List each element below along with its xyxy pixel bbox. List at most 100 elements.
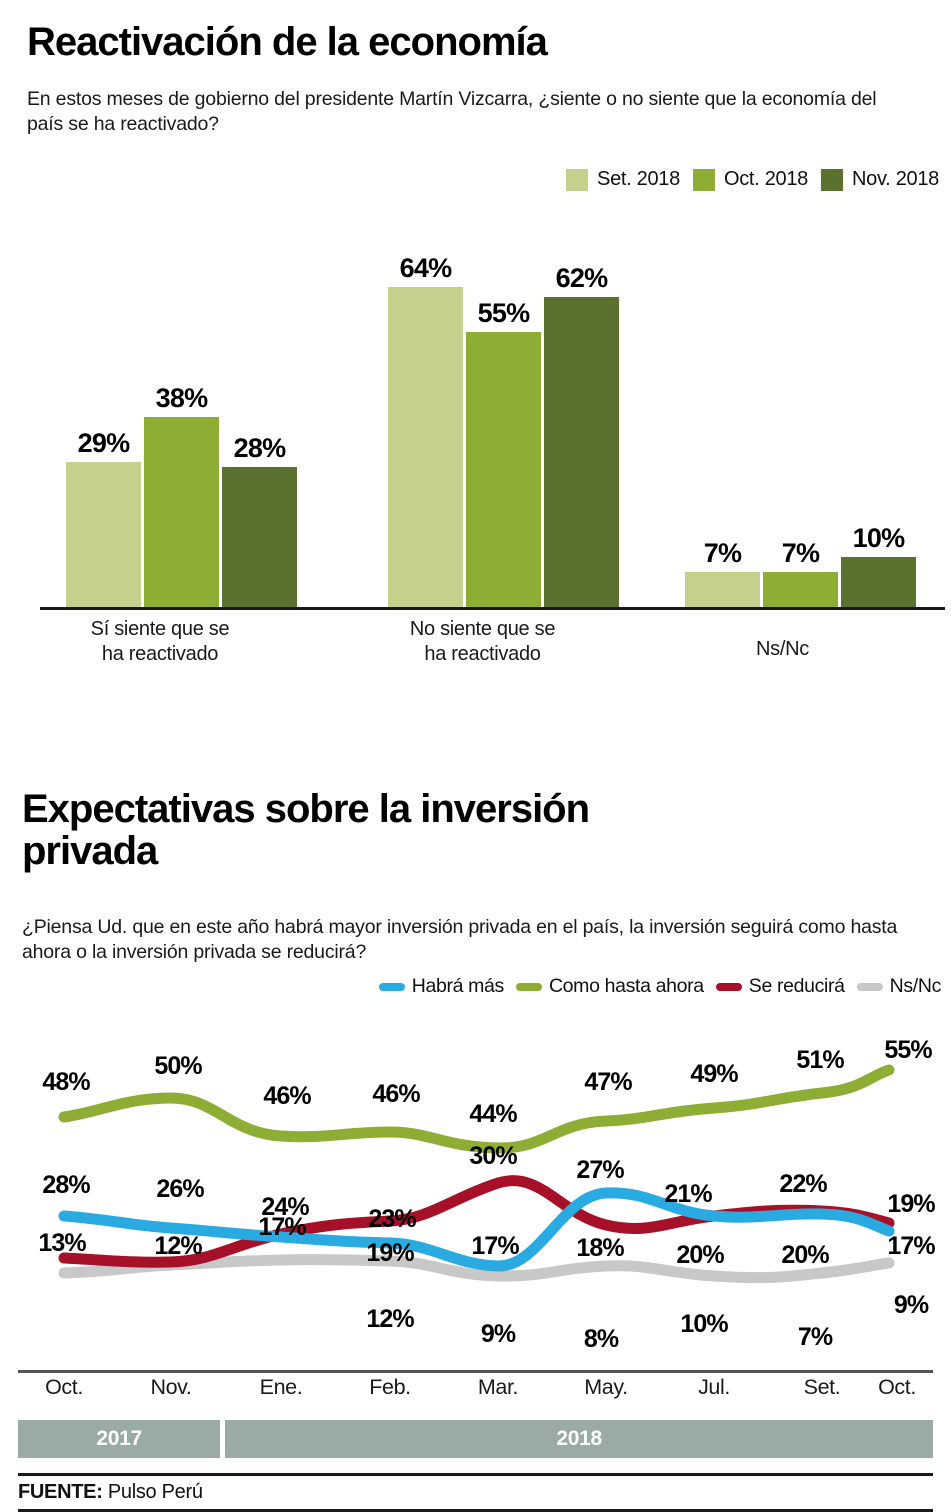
legend-item-nsnc: Ns/Nc [856,975,942,998]
bar-rect [466,332,541,607]
bar-item: 7% [685,538,760,607]
line-chart-axis [18,1370,933,1373]
bar-category-line: Sí siente que se [90,618,230,640]
point-label-habra-5: 27% [576,1156,624,1184]
page-title: Reactivación de la economía [27,20,548,64]
bar-category-label-si: Sí siente que se ha reactivado [65,617,255,667]
bar-group-si-siente: 29% 38% 28% [66,383,297,607]
legend-swatch-icon [692,168,715,191]
legend-swatch-icon [821,168,843,191]
line-chart-title: Expectativas sobre la inversión privada [22,787,590,873]
point-label-reducira-0: 13% [38,1229,86,1257]
bar-item: 10% [841,523,916,607]
legend-label: Ns/Nc [889,975,942,997]
legend-label: Como hasta ahora [548,975,704,997]
bar-item: 55% [466,298,541,607]
point-label-nsnc-8: 9% [893,1291,929,1319]
source-divider-top [18,1473,933,1476]
point-label-habra-8: 17% [887,1232,935,1260]
point-label-como-7: 51% [796,1046,844,1074]
line-path-habra-mas [58,1187,895,1272]
legend-item-como-hasta-ahora: Como hasta ahora [515,975,704,998]
legend-label: Se reducirá [748,975,845,997]
legend-label: Set. 2018 [597,168,680,190]
bar-value-label: 62% [555,263,608,293]
bar-category-label-nsnc: Ns/Nc [690,637,875,662]
point-label-como-2: 46% [263,1082,311,1110]
legend-line-icon [378,982,405,991]
bar-value-label: 29% [77,428,130,458]
bar-rect [685,572,760,607]
legend-line-icon [856,982,883,991]
line-chart-plot: 48% 50% 46% 46% 44% 47% 49% 51% 55% 28% … [0,1020,951,1385]
bar-category-line: ha reactivado [424,643,541,666]
point-label-nsnc-4: 9% [480,1320,516,1348]
bar-category-line: ha reactivado [101,643,219,666]
bar-category-line: No siente que se [409,618,556,640]
bar-rect [144,417,219,607]
source-note: FUENTE: Pulso Perú [18,1481,203,1504]
point-label-reducira-5: 18% [576,1234,624,1262]
bar-value-label: 64% [399,253,452,283]
point-label-habra-7: 22% [779,1170,827,1198]
month-tick-oct-2018: Oct. [878,1375,916,1399]
month-tick-mar: Mar. [477,1375,519,1399]
year-band-2018: 2018 [225,1420,933,1458]
legend-item-oct-2018: Oct. 2018 [692,168,808,191]
point-label-como-4: 44% [469,1100,517,1128]
bar-category-label-no: No siente que se ha reactivado [385,617,580,667]
month-tick-set: Set. [803,1375,841,1399]
month-tick-feb: Feb. [369,1375,411,1399]
bar-item: 29% [66,428,141,607]
legend-label: Nov. 2018 [852,168,939,190]
month-tick-oct-2017: Oct. [45,1375,83,1399]
bar-value-label: 38% [155,383,208,413]
month-tick-ene: Ene. [259,1375,303,1399]
point-label-como-1: 50% [154,1052,202,1080]
month-tick-nov-2017: Nov. [150,1375,192,1399]
month-tick-may: May. [584,1375,628,1399]
bar-value-label: 55% [477,298,530,328]
month-tick-jul: Jul. [698,1375,730,1399]
bar-rect [544,297,619,607]
line-chart-section: Expectativas sobre la inversión privada … [0,775,951,1512]
point-label-como-0: 48% [42,1068,90,1096]
point-label-reducira-3: 19% [366,1239,414,1267]
bar-chart-section: Reactivación de la economía En estos mes… [27,20,945,667]
bar-rect [66,462,141,607]
point-label-habra-2: 24% [261,1193,309,1221]
bar-item: 38% [144,383,219,607]
legend-line-icon [515,982,542,991]
bar-value-label: 10% [852,523,905,553]
legend-label: Habrá más [411,975,505,997]
legend-item-set-2018: Set. 2018 [566,168,680,191]
bar-chart-question: En estos meses de gobierno del president… [27,88,877,135]
point-label-reducira-1: 12% [154,1232,202,1260]
point-label-como-6: 49% [690,1060,738,1088]
bar-category-line: Ns/Nc [756,638,809,660]
point-label-nsnc-7: 7% [797,1323,833,1351]
year-band-row: 2017 2018 [18,1420,933,1458]
point-label-habra-4: 17% [471,1232,519,1260]
bar-group-no-siente: 64% 55% 62% [388,253,619,607]
bar-rect [763,572,838,607]
legend-item-habra-mas: Habrá más [378,975,505,998]
point-label-habra-1: 26% [156,1175,204,1203]
bar-item: 62% [544,263,619,607]
point-label-como-5: 47% [584,1068,632,1096]
bar-value-label: 7% [781,538,820,568]
bar-rect [388,287,463,607]
bar-item: 64% [388,253,463,607]
bar-group-nsnc: 7% 7% 10% [685,523,916,607]
bar-value-label: 28% [233,433,286,463]
legend-line-icon [715,982,742,991]
point-label-habra-0: 28% [42,1171,90,1199]
legend-label: Oct. 2018 [723,168,808,190]
point-label-como-8: 55% [884,1036,932,1064]
point-label-habra-3: 23% [368,1205,416,1233]
bar-item: 28% [222,433,297,607]
bar-rect [222,467,297,607]
bar-item: 7% [763,538,838,607]
source-label: FUENTE: [18,1481,103,1503]
